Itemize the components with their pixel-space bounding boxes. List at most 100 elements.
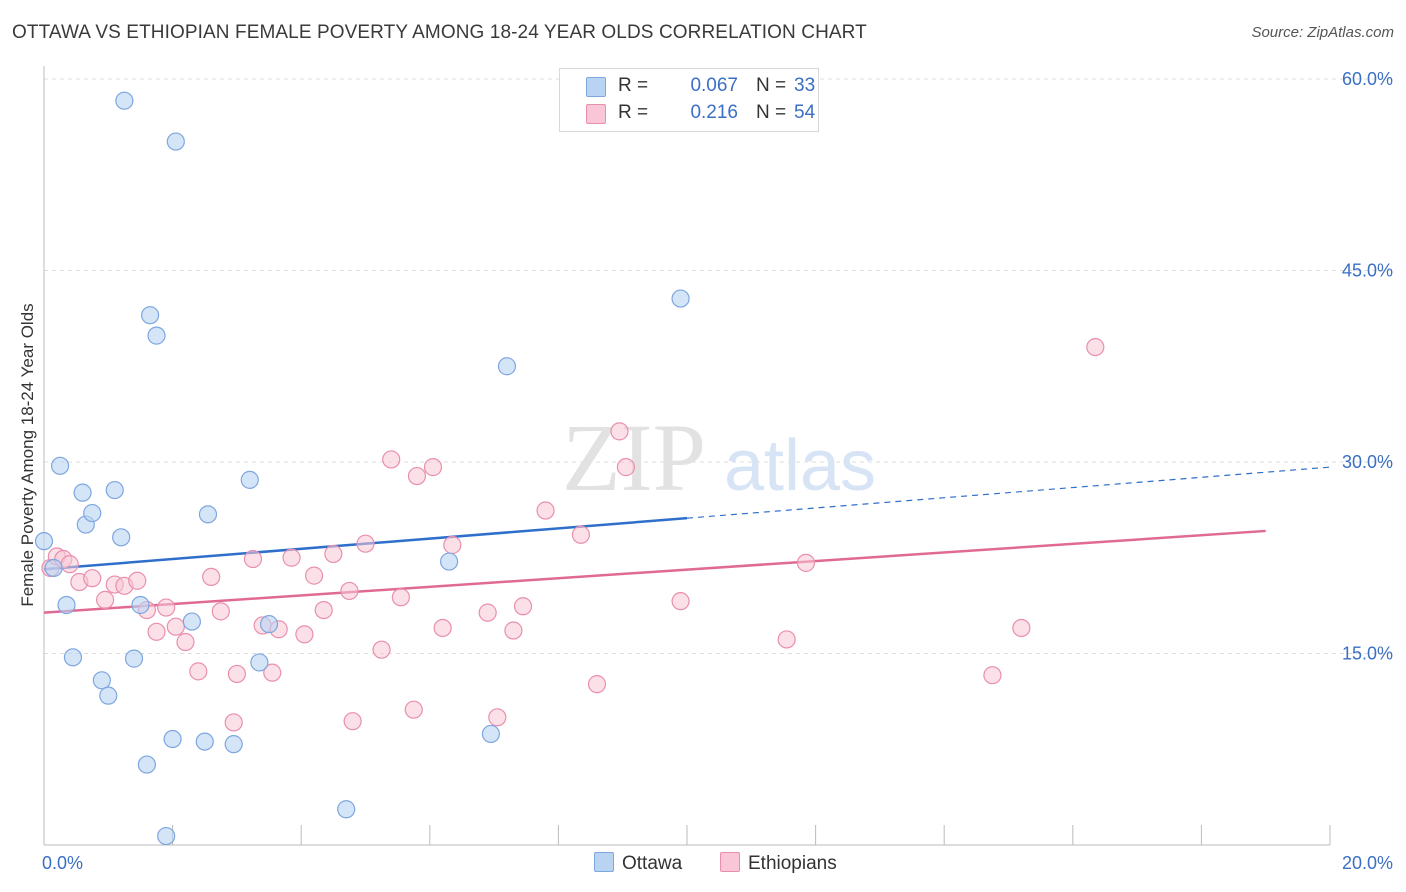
point-ethiopians [404,700,423,719]
point-ethiopians [372,640,391,659]
point-ethiopians [224,713,243,732]
point-ottawa [250,653,269,672]
point-ethiopians [243,549,263,569]
point-ethiopians [382,450,401,469]
point-ethiopians [176,632,195,652]
point-ethiopians [777,630,796,649]
grid-lines [44,78,1392,654]
point-ethiopians [478,603,497,622]
y-tick-label: 15.0% [1342,644,1393,664]
point-ethiopians [1012,618,1031,638]
point-ottawa [240,470,259,489]
point-ottawa [147,326,166,345]
point-ethiopians [157,598,176,617]
x-tick-labels: 0.0% 20.0% [42,853,1393,873]
watermark-atlas: atlas [724,426,876,506]
point-ethiopians [571,525,591,544]
point-ottawa [182,612,201,631]
y-tick-label: 45.0% [1342,261,1393,281]
point-ethiopians [304,566,324,585]
point-ethiopians [1086,338,1105,357]
point-ethiopians [610,422,629,441]
point-ottawa [195,732,214,751]
point-ottawa [439,552,459,571]
r-value: 0.067 [690,75,738,96]
point-ottawa [497,357,517,376]
axes [43,66,1331,846]
n-value: 54 [794,102,816,123]
point-ottawa [481,724,500,744]
legend-item-ethiopians[interactable]: Ethiopians [720,852,837,875]
legend-label-ethiopians: Ethiopians [748,853,837,874]
n-label: N = [756,102,787,123]
point-ottawa [92,671,111,690]
data-points [34,91,1105,846]
legend-item-ottawa[interactable]: Ottawa [594,852,682,875]
point-ottawa [73,483,92,502]
point-ottawa [131,595,150,615]
point-ottawa [50,456,70,475]
point-ethiopians [128,571,147,590]
point-ottawa [34,532,54,551]
n-value: 33 [794,75,816,96]
point-ethiopians [324,544,343,564]
point-ethiopians [95,590,115,609]
point-ethiopians [488,708,507,727]
point-ethiopians [263,663,282,682]
point-ottawa [259,615,279,634]
r-label: R = [618,75,649,96]
point-ottawa [198,505,218,524]
point-ethiopians [340,581,359,601]
point-ottawa [63,648,83,667]
point-ethiopians [671,592,690,611]
point-ethiopians [391,588,410,607]
point-ottawa [163,729,182,749]
point-ottawa [671,289,690,308]
y-tick-label: 30.0% [1342,452,1393,472]
point-ottawa [166,132,185,151]
point-ethiopians [314,600,333,620]
point-ethiopians [443,535,462,555]
y-tick-label: 60.0% [1342,69,1393,89]
trend-line-ethiopians [43,529,1266,614]
n-label: N = [756,75,787,96]
ethiopians-swatch [720,852,740,872]
y-tick-labels: 15.0% 30.0% 45.0% 60.0% [1342,69,1393,664]
point-ottawa [44,558,63,578]
point-ethiopians [616,458,636,477]
point-ethiopians [433,618,452,638]
point-ethiopians [227,664,246,684]
point-ottawa [83,503,102,523]
point-ethiopians [536,501,555,520]
point-ottawa [105,480,124,500]
point-ethiopians [83,569,102,588]
point-ethiopians [504,621,523,640]
trend-line-ottawa-extension [686,466,1331,519]
point-ottawa [57,595,76,615]
point-ethiopians [211,602,230,621]
point-ethiopians [407,466,427,486]
point-ottawa [140,306,160,325]
point-ethiopians [983,666,1002,685]
point-ethiopians [423,458,443,477]
point-ottawa [124,649,144,668]
ethiopians-swatch [586,104,606,124]
chart-title: OTTAWA VS ETHIOPIAN FEMALE POVERTY AMONG… [12,22,867,43]
source-label: Source: ZipAtlas.com [1251,24,1394,41]
x-tick-label: 0.0% [42,853,83,873]
x-tick-label: 20.0% [1342,853,1393,873]
point-ottawa [337,800,356,819]
point-ethiopians [202,567,221,587]
ottawa-swatch [594,852,614,872]
point-ethiopians [513,597,533,616]
point-ottawa [224,735,243,754]
point-ethiopians [60,555,79,574]
point-ottawa [99,686,118,705]
watermark-zip: ZIP [562,404,706,511]
point-ethiopians [587,675,607,694]
point-ethiopians [343,712,362,731]
point-ottawa [157,826,176,846]
legend-label-ottawa: Ottawa [622,853,683,874]
point-ethiopians [295,625,314,644]
